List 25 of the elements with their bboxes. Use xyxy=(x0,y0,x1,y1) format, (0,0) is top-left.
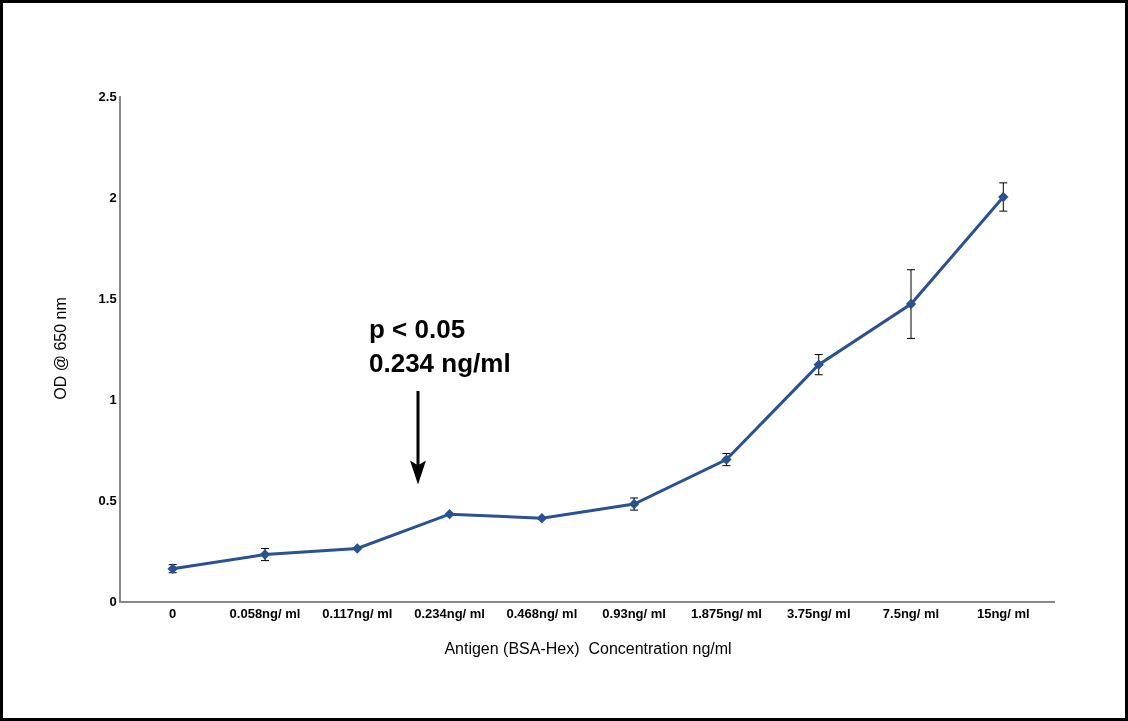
point xyxy=(352,543,363,554)
annotation: p < 0.05 0.234 ng/ml xyxy=(369,314,511,378)
point xyxy=(813,359,824,370)
y-tick-label: 1.5 xyxy=(98,290,117,306)
y-tick-label: 2.5 xyxy=(98,88,117,104)
point xyxy=(998,191,1009,203)
x-tick-label: 0.058ng/ ml xyxy=(229,606,301,622)
x-tick-label: 0 xyxy=(169,606,177,622)
point xyxy=(536,512,548,524)
point xyxy=(905,298,917,310)
x-tick-label: 1.875ng/ ml xyxy=(691,606,762,622)
x-tick-label: 15ng/ ml xyxy=(976,606,1030,622)
x-tick-label: 0.93ng/ ml xyxy=(602,606,666,622)
y-axis-title: OD @ 650 nm xyxy=(51,297,69,400)
point xyxy=(444,508,455,520)
x-tick-label: 0.234ng/ ml xyxy=(414,606,485,622)
x-tick-label: 3.75ng/ ml xyxy=(786,606,851,622)
x-axis-title: Antigen (BSA-Hex) Concentration ng/ml xyxy=(444,639,732,657)
y-tick-label: 1 xyxy=(109,391,117,407)
x-tick-label: 0.117ng/ ml xyxy=(322,606,393,622)
y-tick-label: 0.5 xyxy=(98,492,117,508)
x-tick-label: 7.5ng/ ml xyxy=(882,606,940,622)
x-tick-label: 0.468ng/ ml xyxy=(506,606,578,622)
y-tick-label: 2 xyxy=(109,189,117,205)
y-tick-label: 0 xyxy=(109,593,117,609)
